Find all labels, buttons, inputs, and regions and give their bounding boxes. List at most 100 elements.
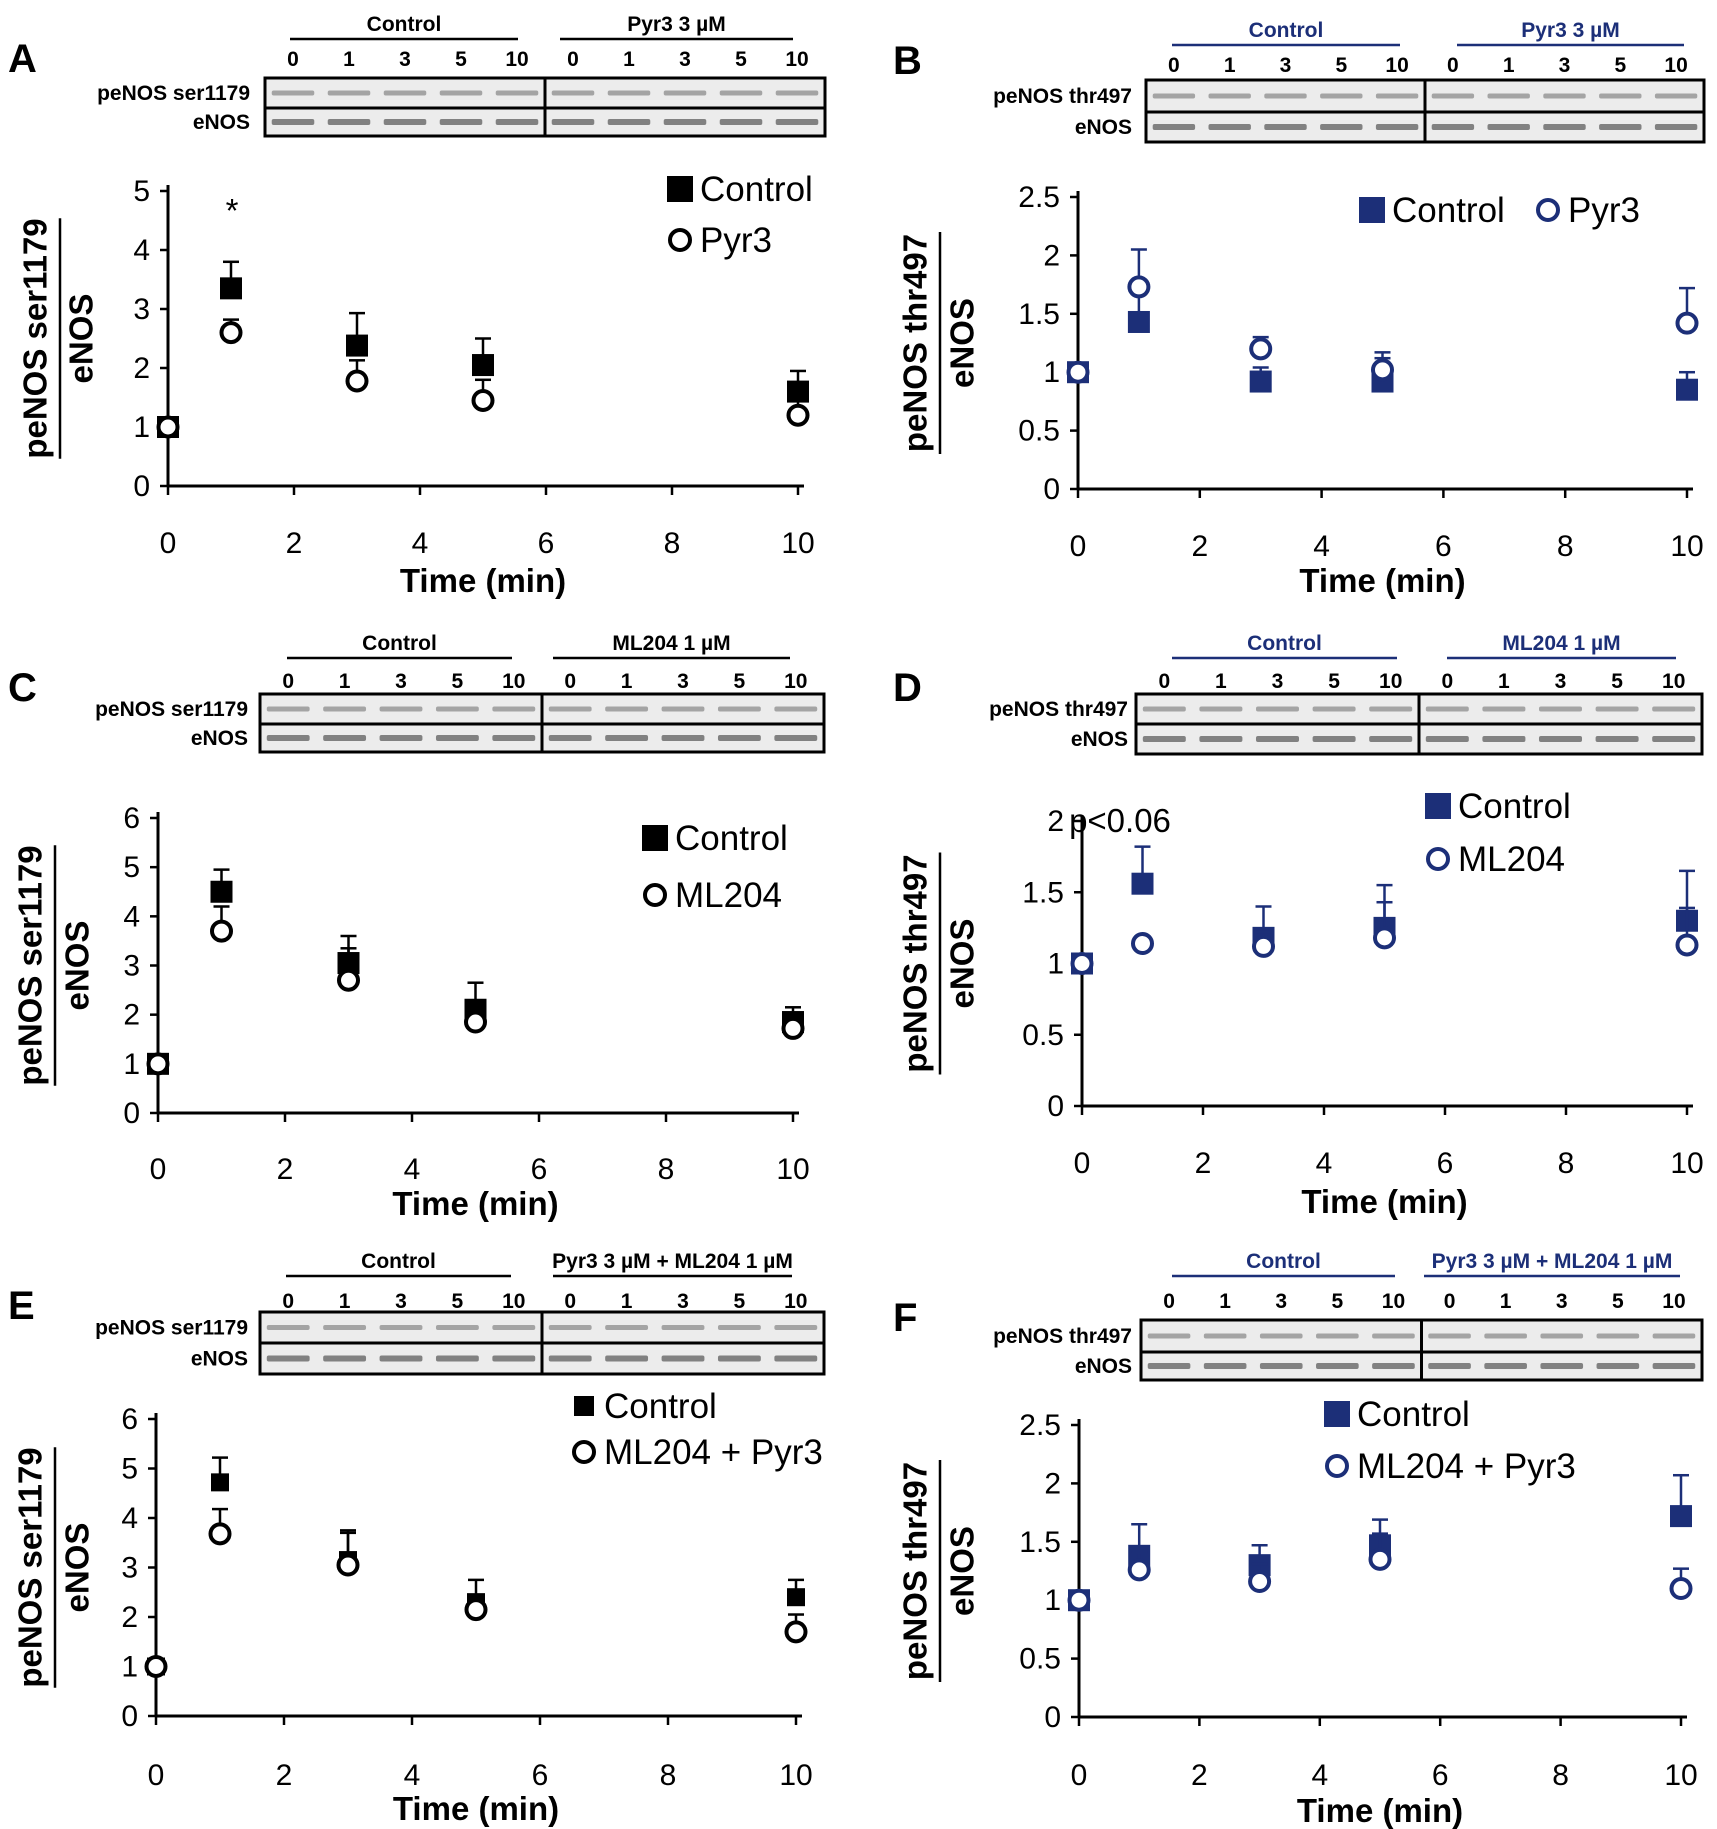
blot-band	[439, 119, 483, 125]
y-tick-label: 2	[1047, 805, 1064, 838]
blot-band	[266, 1355, 310, 1362]
blot-time-label: 1	[621, 670, 633, 693]
blot-band	[1482, 706, 1526, 712]
blot-band	[719, 90, 763, 96]
x-tick-label: 8	[658, 1153, 675, 1186]
blot-band	[1540, 1363, 1584, 1369]
legend-label: Control	[1357, 1395, 1470, 1434]
blot-time-label: 0	[564, 1290, 576, 1313]
blot-band	[1431, 93, 1475, 99]
legend-marker-circle	[1536, 198, 1560, 222]
data-point-square	[1676, 378, 1698, 401]
y-tick-label: 1	[1043, 356, 1060, 389]
series-treatment	[1067, 1532, 1693, 1612]
series-treatment	[1070, 900, 1699, 975]
blot-time-label: 1	[1215, 670, 1227, 693]
blot-row-label: eNOS	[191, 1348, 248, 1371]
data-point-circle	[1070, 952, 1094, 975]
blot-time-label: 1	[1498, 670, 1510, 693]
legend-marker-square	[667, 176, 693, 202]
data-point-circle	[1248, 1570, 1272, 1594]
blot-band	[551, 90, 595, 96]
blot-band	[661, 706, 705, 712]
blot-band	[1425, 736, 1469, 742]
y-axis-title-denominator: eNOS	[944, 919, 981, 1009]
blot-band	[1312, 736, 1356, 742]
data-point-circle	[1368, 1547, 1392, 1571]
legend-marker-circle	[1325, 1454, 1349, 1478]
blot-band	[327, 90, 371, 96]
blot-band	[717, 1355, 761, 1362]
blot-time-label: 5	[1328, 670, 1340, 693]
blot-band	[1142, 706, 1186, 712]
data-point-circle	[1675, 311, 1699, 335]
chart: 0 1 2 3 4 5 6 0 2 4 6 8 10 Time (min) peNOS ser1179 eNO…	[12, 802, 810, 1222]
data-point-circle	[1127, 275, 1151, 299]
blot-group2-label: ML204 1 µM	[612, 632, 730, 655]
x-tick-label: 10	[781, 527, 814, 560]
blot-band	[323, 706, 367, 712]
x-tick-label: 4	[1316, 1147, 1333, 1180]
x-tick-label: 0	[148, 1759, 165, 1792]
blot-time-label: 5	[1612, 1290, 1624, 1313]
blot-band	[1431, 124, 1475, 130]
data-point-square	[1131, 872, 1154, 895]
blot-time-label: 5	[735, 48, 747, 71]
blot-band	[439, 90, 483, 96]
blot-time-label: 1	[1500, 1290, 1512, 1313]
blot-band	[1595, 706, 1639, 712]
blot-band	[548, 735, 592, 741]
blot-band	[1312, 706, 1356, 712]
blot-band	[1316, 1363, 1359, 1369]
blot-row-label: eNOS	[191, 727, 248, 750]
blot-band	[1316, 1333, 1359, 1339]
data-point-circle	[1675, 933, 1699, 957]
blot-group1-label: Control	[362, 632, 437, 655]
blot-band	[1259, 1333, 1303, 1339]
legend-label: Pyr3	[700, 221, 772, 260]
data-point-circle	[1127, 1558, 1151, 1582]
data-point-circle	[1252, 934, 1275, 958]
blot-time-label: 1	[343, 48, 355, 71]
blot-time-label: 1	[1503, 54, 1515, 77]
blot-time-label: 3	[677, 1290, 689, 1313]
x-tick-label: 6	[532, 1759, 549, 1792]
blot-band	[327, 119, 371, 125]
y-tick-label: 6	[121, 1403, 138, 1436]
blot-row-label: peNOS ser1179	[95, 1317, 248, 1340]
y-tick-label: 4	[133, 234, 150, 267]
blot-band	[323, 1325, 367, 1330]
panel-letter: F	[893, 1296, 917, 1340]
y-tick-label: 1	[123, 1048, 140, 1081]
x-tick-label: 10	[776, 1153, 809, 1186]
blot-band	[548, 706, 592, 712]
y-axis-title-numerator: peNOS ser1179	[17, 218, 54, 458]
legend-label: Control	[700, 170, 813, 209]
y-tick-label: 1	[121, 1651, 138, 1684]
significance-annotation: p<0.06	[1069, 802, 1171, 839]
legend-marker-circle	[668, 228, 692, 252]
blot-time-label: 1	[621, 1290, 633, 1313]
blot-band	[1484, 1333, 1527, 1339]
y-axis-title-numerator: peNOS ser1179	[12, 845, 49, 1085]
blot-time-label: 3	[679, 48, 691, 71]
y-tick-label: 0	[133, 470, 150, 503]
blot-band	[1320, 124, 1363, 130]
blot-band	[1538, 706, 1583, 712]
data-point-square	[472, 354, 494, 377]
blot-band	[435, 1325, 479, 1330]
legend-label: Control	[1392, 191, 1505, 230]
blot-band	[1255, 706, 1300, 712]
blot-time-label: 3	[1559, 54, 1571, 77]
blot-band	[435, 735, 479, 741]
blot-band	[1142, 736, 1186, 742]
blot-band	[605, 1325, 649, 1330]
data-point-square	[1127, 310, 1150, 333]
blot-band	[1199, 706, 1243, 712]
blot-time-label: 5	[1335, 54, 1347, 77]
blot-time-label: 10	[1662, 1290, 1685, 1313]
data-point-square	[1670, 1505, 1692, 1528]
